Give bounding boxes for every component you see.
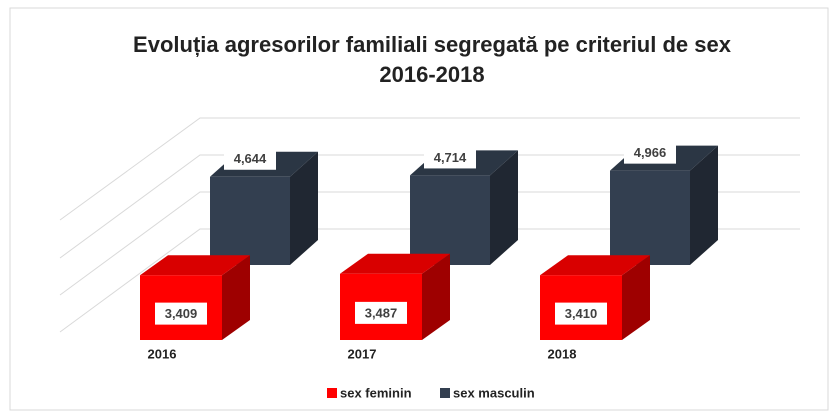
value-label-box: [555, 302, 607, 325]
value-label: 3,410: [565, 306, 598, 321]
bar-side: [290, 151, 318, 265]
chart-title: 2016-2018: [379, 62, 484, 87]
x-tick-label: 2018: [548, 346, 577, 361]
bar-top: [540, 255, 650, 276]
bar-side: [622, 255, 650, 340]
x-tick-label: 2017: [348, 346, 377, 361]
bar-front: [410, 175, 490, 265]
value-label: 3,409: [165, 306, 198, 321]
value-label-box: [624, 141, 676, 164]
legend-label: sex feminin: [340, 385, 412, 400]
legend-swatch: [327, 388, 337, 398]
chart-title: Evoluția agresorilor familiali segregată…: [133, 32, 732, 57]
value-label: 4,966: [634, 145, 667, 160]
bar: [340, 253, 450, 340]
legend-label: sex masculin: [453, 385, 535, 400]
value-label: 4,714: [434, 150, 467, 165]
bar-front: [210, 176, 290, 265]
value-label-box: [155, 302, 207, 325]
value-label-box: [224, 147, 276, 170]
x-tick-label: 2016: [148, 346, 177, 361]
bar-front: [610, 170, 690, 265]
legend-swatch: [440, 388, 450, 398]
bar-top: [340, 253, 450, 274]
bar-side: [222, 255, 250, 340]
value-label-box: [355, 301, 407, 324]
bar-top: [140, 255, 250, 276]
back-wall-grid: [59, 117, 800, 333]
bar-side: [422, 253, 450, 340]
bar: [140, 255, 250, 340]
bar: [540, 255, 650, 340]
bar-side: [690, 145, 718, 265]
value-label: 3,487: [365, 305, 398, 320]
value-label-box: [424, 146, 476, 169]
bar-side: [490, 150, 518, 265]
value-label: 4,644: [234, 151, 267, 166]
